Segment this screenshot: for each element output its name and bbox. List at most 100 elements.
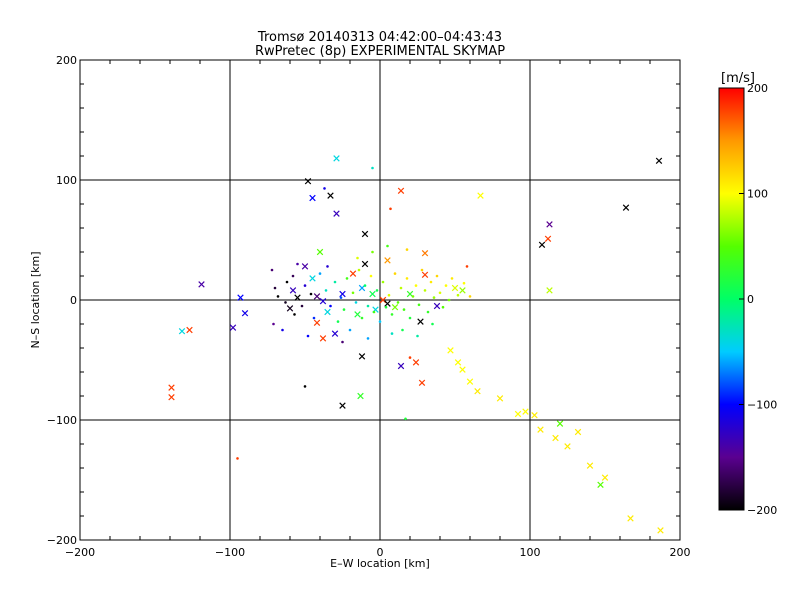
data-point-dot [411,295,415,298]
colorbar-label: [m/s] [721,71,755,86]
colorbar-tick-label: −200 [747,504,777,517]
data-point-dot [306,334,310,338]
data-point-dot [429,280,433,284]
data-point-dot [396,301,400,304]
data-point-dot [402,308,406,311]
data-point-dot [336,320,340,323]
data-point-cross [309,275,316,282]
data-point-dot [432,296,436,299]
data-point-dot [387,293,391,297]
data-point-dot [351,291,355,295]
data-point-dot [404,417,407,421]
data-point-dot [389,207,392,211]
data-point-dot [450,277,454,280]
y-tick-label: −100 [47,414,77,427]
data-point-dot [300,304,304,308]
data-point-cross [361,260,369,268]
data-point-cross [384,300,391,307]
data-point-cross [309,194,316,202]
data-point-dot [342,308,346,311]
chart-subtitle: RwPretec (8p) EXPERIMENTAL SKYMAP [255,44,505,59]
data-point-dot [339,296,343,299]
data-point-cross [384,257,391,264]
y-axis-label: N–S location [km] [29,251,42,348]
colorbar-ticks: −200 −100 0 100 200 [739,82,777,517]
data-point-dot [273,286,277,290]
x-tick-label: −100 [215,546,245,559]
data-point-dot [465,265,469,268]
data-point-dot [291,274,295,278]
data-point-dot [369,274,373,278]
data-point-cross [552,434,559,442]
data-point-cross [657,527,664,534]
data-point-cross [522,408,529,415]
data-points [168,155,664,534]
data-point-cross [454,359,462,366]
data-point-cross [301,263,309,270]
data-point-cross [421,249,429,257]
data-point-cross [397,187,405,195]
data-point-dot [372,310,376,314]
data-point-dot [356,256,359,260]
x-tick-label: 200 [670,546,691,559]
data-point-cross [319,335,327,342]
data-point-cross [354,311,361,318]
data-point-cross [316,248,324,256]
data-point-dot [348,328,352,332]
data-point-dot [357,268,361,272]
data-point-dot [447,298,451,302]
data-point-dot [444,284,448,287]
data-point-cross [537,426,544,433]
data-point-cross [319,297,327,305]
data-point-dot [417,303,421,307]
data-point-cross [466,378,474,385]
data-point-cross [357,392,364,400]
data-point-dot [393,272,397,275]
data-point-dot [318,272,322,275]
data-point-cross [556,420,564,427]
data-point-cross [339,402,346,409]
data-point-dot [371,166,374,170]
data-point-cross [574,428,582,436]
data-point-dot [360,316,364,320]
data-point-dot [381,280,385,284]
colorbar-tick-label: 0 [747,293,754,306]
data-point-dot [303,385,307,388]
data-point-cross [304,177,312,185]
data-point-dot [309,292,313,296]
data-point-cross [349,270,357,277]
data-point-cross [327,192,334,199]
data-point-cross [361,230,369,238]
data-point-cross [597,481,604,489]
data-point-dot [281,328,284,332]
data-point-dot [420,268,424,272]
data-point-dot [386,244,389,248]
data-point-dot [366,337,370,340]
data-point-cross [241,309,249,317]
data-point-cross [622,204,630,211]
x-tick-label: −200 [65,546,95,559]
y-tick-label: 100 [56,174,77,187]
data-point-cross [459,287,466,294]
data-point-dot [399,286,403,290]
data-point-dot [326,265,329,268]
data-point-dot [378,320,382,323]
data-point-cross [391,303,399,311]
data-point-cross [496,395,504,402]
data-point-cross [229,324,237,331]
data-point-cross [655,157,663,165]
data-point-dot [390,332,394,335]
data-point-dot [435,274,439,278]
x-axis-label: E–W location [km] [330,557,430,570]
data-point-dot [323,187,326,190]
data-point-dot [236,457,239,460]
data-point-cross [333,155,340,162]
data-point-dot [270,268,274,272]
data-point-dot [284,301,287,304]
data-point-dot [312,316,316,320]
axis-ticks: −200 −100 0 100 200 −200 −100 0 100 200 [47,54,691,559]
data-point-cross [538,241,546,249]
data-point-cross [459,366,466,373]
data-point-cross [289,287,297,294]
data-point-cross [447,347,454,354]
